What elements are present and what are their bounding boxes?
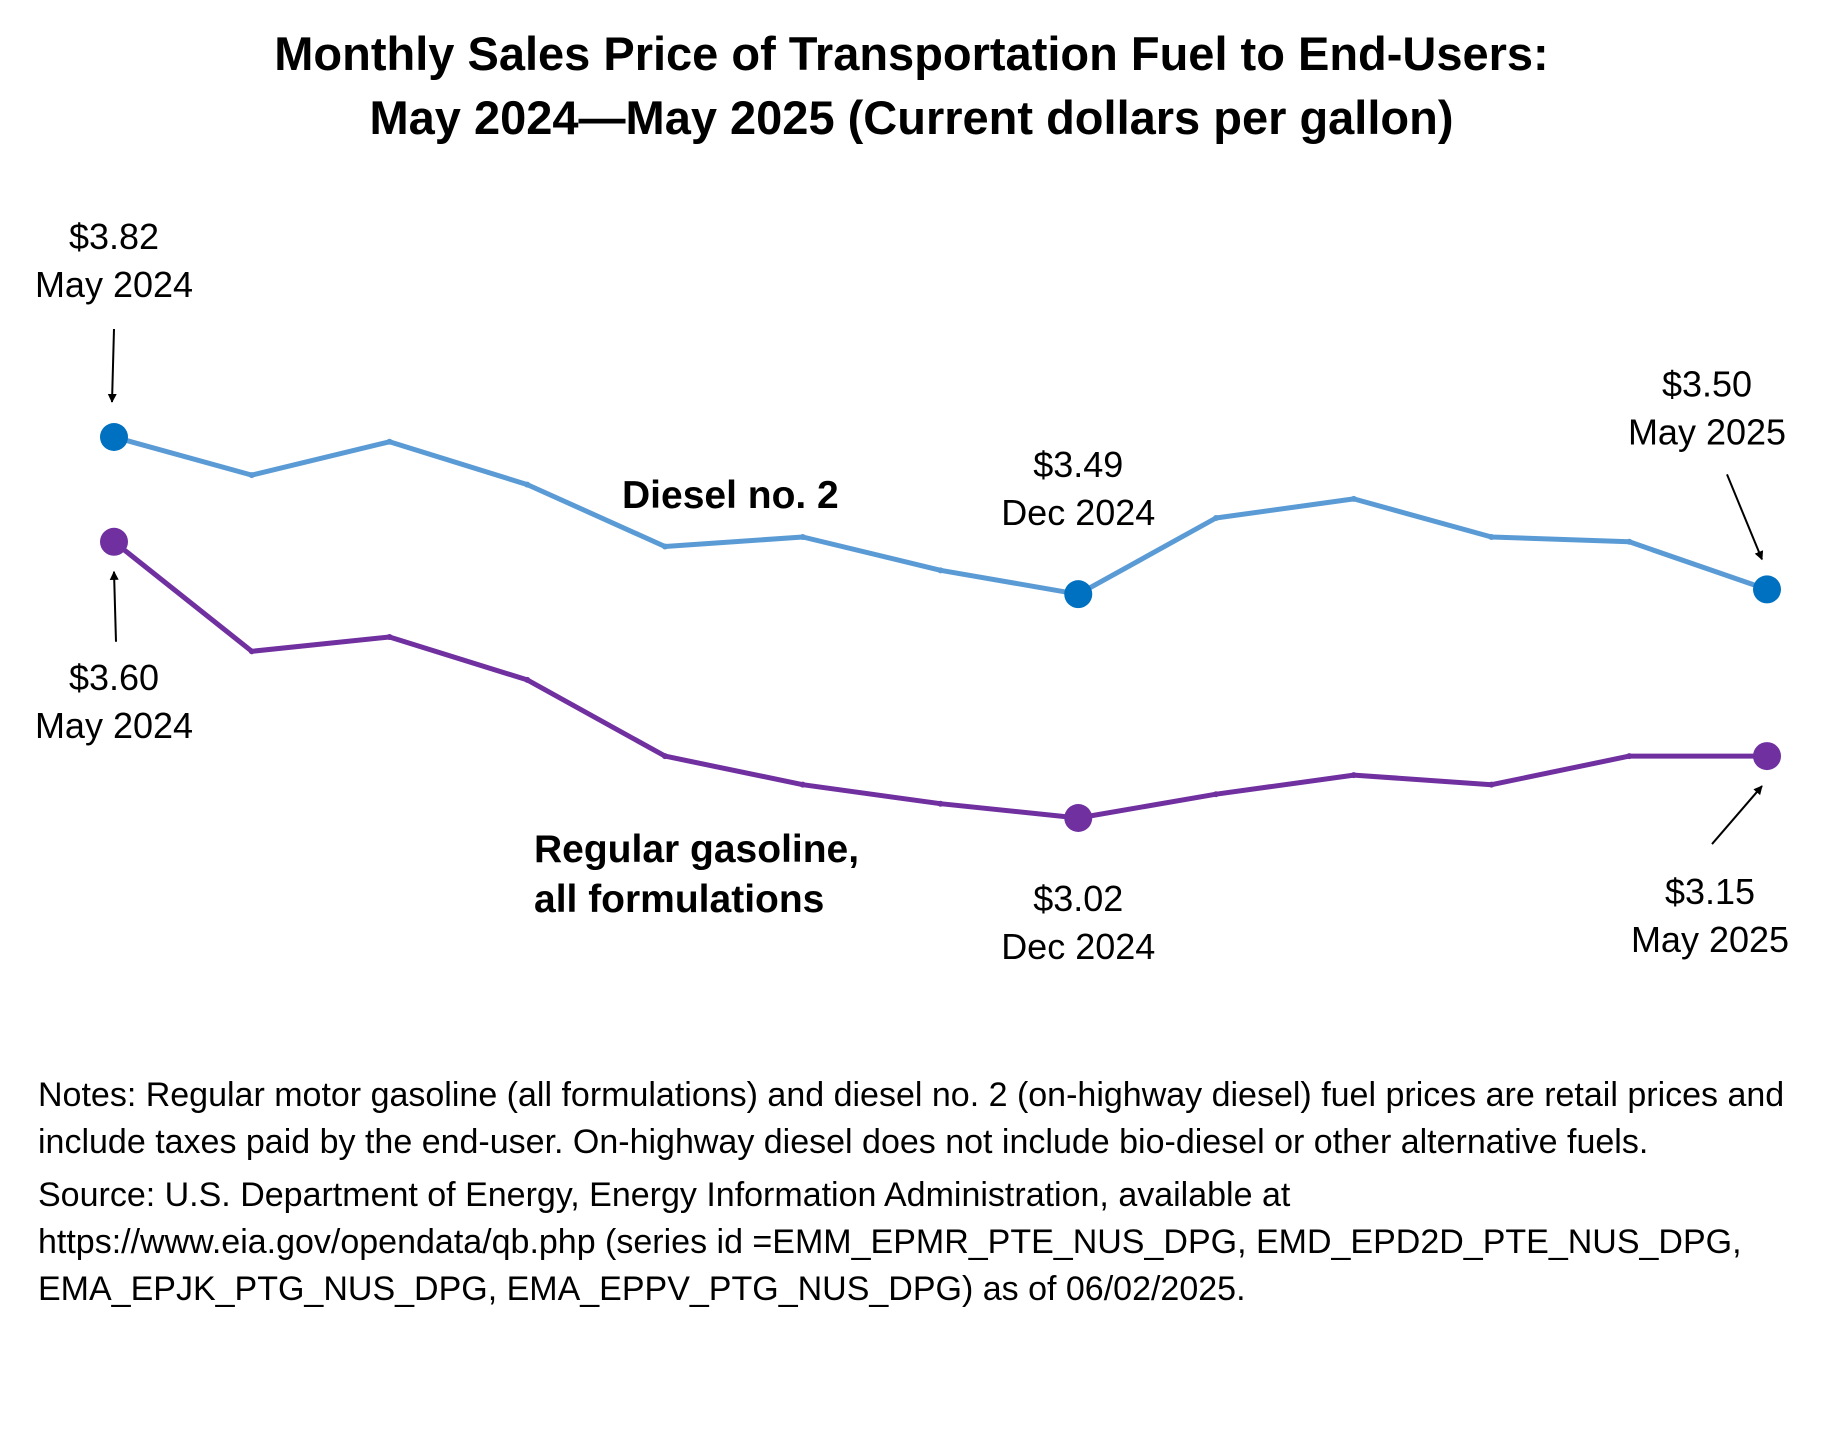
- diesel-point-3: [524, 481, 531, 488]
- diesel-point-1: [248, 472, 255, 479]
- gasoline-may-2024-marker: [100, 527, 128, 556]
- gasoline-point-2: [386, 634, 393, 641]
- diesel-point-2: [386, 438, 393, 445]
- gasoline-point-1: [248, 648, 255, 655]
- diesel-point-6: [937, 567, 944, 574]
- notes-section: Notes: Regular motor gasoline (all formu…: [38, 1072, 1798, 1313]
- diesel-may-2025-marker: [1753, 575, 1781, 604]
- gasoline-point-10: [1488, 781, 1495, 788]
- diesel-series-label: Diesel no. 2: [622, 474, 839, 517]
- gasoline-dec-2024-price-label: $3.02: [1033, 878, 1123, 919]
- diesel-point-4: [662, 543, 668, 550]
- chart-title: Monthly Sales Price of Transportation Fu…: [0, 22, 1823, 150]
- notes-text: Notes: Regular motor gasoline (all formu…: [38, 1076, 1785, 1161]
- gasoline-may-2025-price-label: $3.15: [1665, 871, 1755, 912]
- diesel-may-2024-arrow: [107, 328, 117, 403]
- gasoline-point-6: [937, 800, 944, 807]
- chart-title-line-2: May 2024—May 2025 (Current dollars per g…: [369, 91, 1454, 144]
- diesel-dec-2024-marker: [1064, 580, 1093, 609]
- gasoline-may-2025-date-label: May 2025: [1631, 919, 1789, 960]
- gasoline-may-2025-arrow: [1711, 785, 1763, 845]
- gasoline-dec-2024-date-label: Dec 2024: [1001, 926, 1155, 967]
- diesel-point-10: [1488, 534, 1495, 541]
- diesel-may-2025-arrow: [1726, 474, 1764, 561]
- diesel-point-5: [799, 534, 806, 541]
- diesel-may-2025-price-label: $3.50: [1662, 363, 1752, 404]
- gasoline-point-3: [524, 676, 531, 683]
- gasoline-may-2024-price-label: $3.60: [69, 657, 159, 698]
- gasoline-series-line: [112, 539, 1767, 821]
- gasoline-point-8: [1213, 791, 1219, 798]
- gasoline-may-2024-date-label: May 2024: [35, 705, 193, 746]
- diesel-point-9: [1350, 495, 1357, 502]
- diesel-may-2025-date-label: May 2025: [1628, 411, 1786, 452]
- gasoline-point-9: [1350, 772, 1357, 779]
- gasoline-point-5: [799, 781, 806, 788]
- series-layer: [100, 423, 1781, 832]
- gasoline-dec-2024-marker: [1064, 804, 1093, 832]
- diesel-may-2024-marker: [100, 423, 128, 451]
- gasoline-may-2024-arrow: [109, 570, 119, 642]
- chart-title-line-1: Monthly Sales Price of Transportation Fu…: [274, 27, 1549, 80]
- gasoline-label-line-2: all formulations: [534, 878, 824, 921]
- gasoline-point-4: [662, 753, 668, 760]
- annotation-arrows: [107, 328, 1764, 845]
- diesel-may-2024-price-label: $3.82: [69, 216, 159, 257]
- diesel-point-11: [1626, 538, 1633, 545]
- line-chart: $3.82 May 2024 $3.49 Dec 2024 $3.50 May 2025 $…: [35, 216, 1789, 967]
- gasoline-label-line-1: Regular gasoline,: [534, 828, 859, 871]
- annotation-labels: $3.82 May 2024 $3.49 Dec 2024 $3.50 May 2025 $…: [35, 216, 1789, 967]
- diesel-may-2024-date-label: May 2024: [35, 264, 193, 305]
- source-text: Source: U.S. Department of Energy, Energ…: [38, 1176, 1742, 1308]
- gasoline-point-11: [1626, 753, 1633, 760]
- gasoline-series-label: Regular gasoline, all formulations: [534, 828, 870, 921]
- diesel-dec-2024-date-label: Dec 2024: [1001, 492, 1155, 533]
- gasoline-may-2025-marker: [1753, 742, 1781, 771]
- diesel-point-8: [1213, 514, 1219, 521]
- diesel-dec-2024-price-label: $3.49: [1033, 444, 1123, 485]
